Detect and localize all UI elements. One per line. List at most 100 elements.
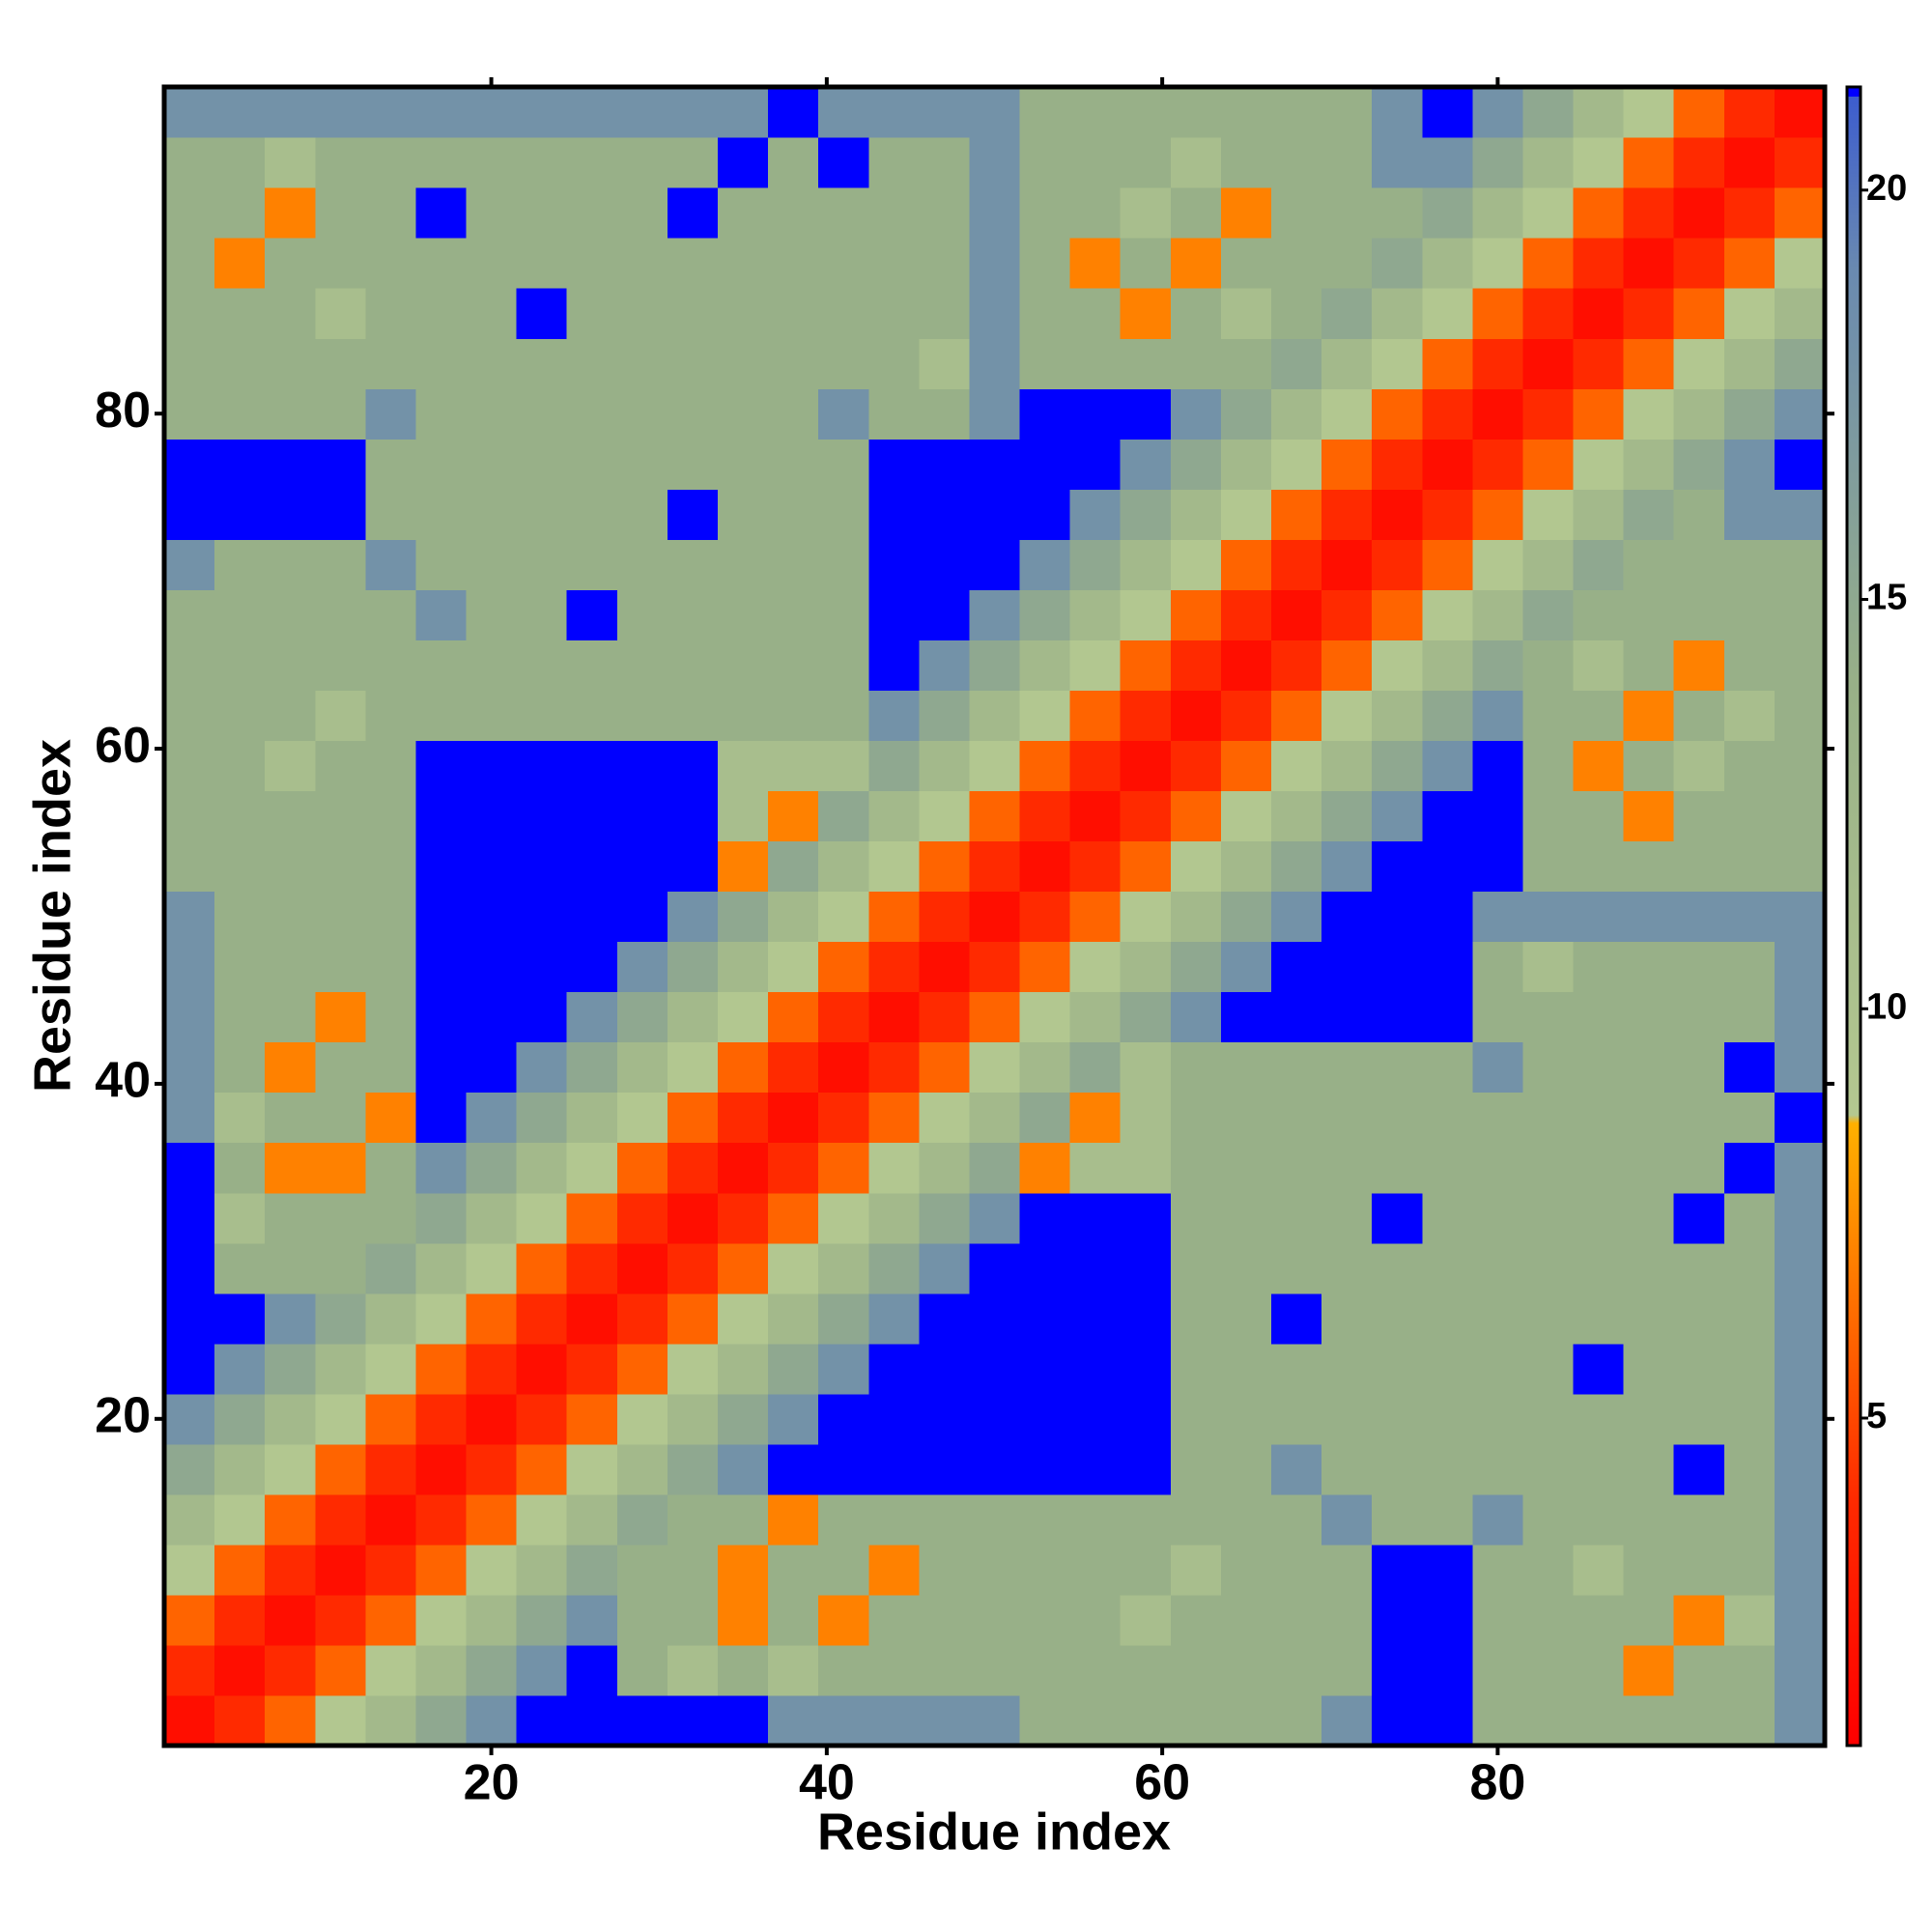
- heatmap-cell: [315, 1192, 366, 1244]
- heatmap-cell: [1220, 1443, 1272, 1495]
- heatmap-cell: [616, 137, 668, 188]
- heatmap-cell: [969, 1041, 1021, 1094]
- heatmap-cell: [566, 941, 618, 993]
- heatmap-cell: [164, 690, 215, 741]
- heatmap-cell: [566, 439, 618, 490]
- heatmap-cell: [1170, 891, 1222, 943]
- heatmap-cell: [1472, 1092, 1524, 1144]
- heatmap-cell: [919, 1041, 971, 1094]
- heatmap-cell: [1522, 1293, 1575, 1345]
- heatmap-cell: [1573, 1142, 1625, 1194]
- heatmap-cell: [1019, 439, 1071, 490]
- heatmap-cell: [1422, 941, 1473, 993]
- heatmap-cell: [1573, 840, 1625, 893]
- heatmap-cell: [919, 439, 971, 490]
- heatmap-cell: [265, 1443, 316, 1495]
- heatmap-cell: [1069, 589, 1122, 640]
- heatmap-cell: [1673, 137, 1725, 188]
- heatmap-cell: [516, 790, 568, 842]
- heatmap-cell: [1522, 840, 1575, 893]
- heatmap-cell: [718, 187, 769, 239]
- heatmap-cell: [1019, 1041, 1071, 1094]
- heatmap-cell: [1723, 1493, 1776, 1546]
- heatmap-cell: [1723, 187, 1776, 239]
- heatmap-cell: [1472, 388, 1524, 440]
- heatmap-cell: [265, 489, 316, 540]
- heatmap-cell: [1573, 1092, 1625, 1144]
- heatmap-cell: [315, 1544, 366, 1596]
- heatmap-cell: [1019, 238, 1071, 289]
- heatmap-cell: [969, 1493, 1021, 1546]
- heatmap-cell: [818, 288, 869, 339]
- heatmap-cell: [516, 1092, 568, 1144]
- heatmap-cell: [616, 1293, 668, 1345]
- heatmap-cell: [315, 1142, 366, 1194]
- heatmap-cell: [616, 1694, 668, 1747]
- heatmap-cell: [566, 1694, 618, 1747]
- heatmap-cell: [164, 238, 215, 289]
- heatmap-cell: [1019, 589, 1071, 640]
- heatmap-cell: [1321, 790, 1373, 842]
- heatmap-cell: [315, 1092, 366, 1144]
- heatmap-cell: [1069, 238, 1122, 289]
- heatmap-cell: [164, 1142, 215, 1194]
- heatmap-cell: [315, 690, 366, 741]
- heatmap-cell: [768, 1594, 819, 1646]
- heatmap-cell: [718, 338, 769, 389]
- heatmap-cell: [265, 1644, 316, 1696]
- heatmap-cell: [214, 991, 266, 1043]
- heatmap-cell: [1220, 790, 1272, 842]
- heatmap-cell: [265, 690, 316, 741]
- heatmap-cell: [768, 991, 819, 1043]
- heatmap-cell: [1271, 1092, 1322, 1144]
- heatmap-cell: [1623, 891, 1675, 943]
- heatmap-cell: [1321, 338, 1373, 389]
- heatmap-cell: [265, 1393, 316, 1445]
- heatmap-cell: [1019, 891, 1071, 943]
- heatmap-cell: [1321, 941, 1373, 993]
- heatmap-cell: [1019, 137, 1071, 188]
- heatmap-cell: [1472, 991, 1524, 1043]
- heatmap-cell: [868, 187, 920, 239]
- heatmap-cell: [1774, 87, 1826, 138]
- heatmap-cell: [969, 1644, 1021, 1696]
- heatmap-cell: [868, 1644, 920, 1696]
- heatmap-cell: [1422, 1192, 1473, 1244]
- heatmap-cell: [214, 187, 266, 239]
- heatmap-cell: [214, 589, 266, 640]
- heatmap-cell: [1522, 1041, 1575, 1094]
- heatmap-cell: [1774, 1192, 1826, 1244]
- heatmap-cell: [1170, 941, 1222, 993]
- heatmap-cell: [818, 1293, 869, 1345]
- heatmap-cell: [868, 991, 920, 1043]
- heatmap-cell: [818, 1242, 869, 1294]
- heatmap-cell: [1623, 238, 1675, 289]
- heatmap-cell: [1673, 1041, 1725, 1094]
- heatmap-cell: [1271, 991, 1322, 1043]
- heatmap-cell: [868, 1092, 920, 1144]
- heatmap-cell: [164, 1493, 215, 1546]
- heatmap-cell: [1774, 639, 1826, 691]
- heatmap-cell: [1372, 1041, 1423, 1094]
- heatmap-cell: [1522, 1644, 1575, 1696]
- heatmap-cell: [1673, 639, 1725, 691]
- heatmap-cell: [1170, 1594, 1222, 1646]
- heatmap-cell: [1522, 1393, 1575, 1445]
- heatmap-cell: [265, 1343, 316, 1395]
- heatmap-cell: [768, 790, 819, 842]
- heatmap-cell: [566, 891, 618, 943]
- heatmap-cell: [1372, 1393, 1423, 1445]
- heatmap-cell: [214, 1594, 266, 1646]
- heatmap-cell: [868, 840, 920, 893]
- heatmap-cell: [616, 1493, 668, 1546]
- heatmap-cell: [1271, 589, 1322, 640]
- heatmap-cell: [466, 589, 518, 640]
- heatmap-cell: [214, 489, 266, 540]
- heatmap-cell: [1170, 1142, 1222, 1194]
- heatmap-cell: [1723, 639, 1776, 691]
- heatmap-cell: [1321, 1493, 1373, 1546]
- heatmap-cell: [1372, 489, 1423, 540]
- heatmap-cell: [1472, 941, 1524, 993]
- heatmap-cell: [1522, 790, 1575, 842]
